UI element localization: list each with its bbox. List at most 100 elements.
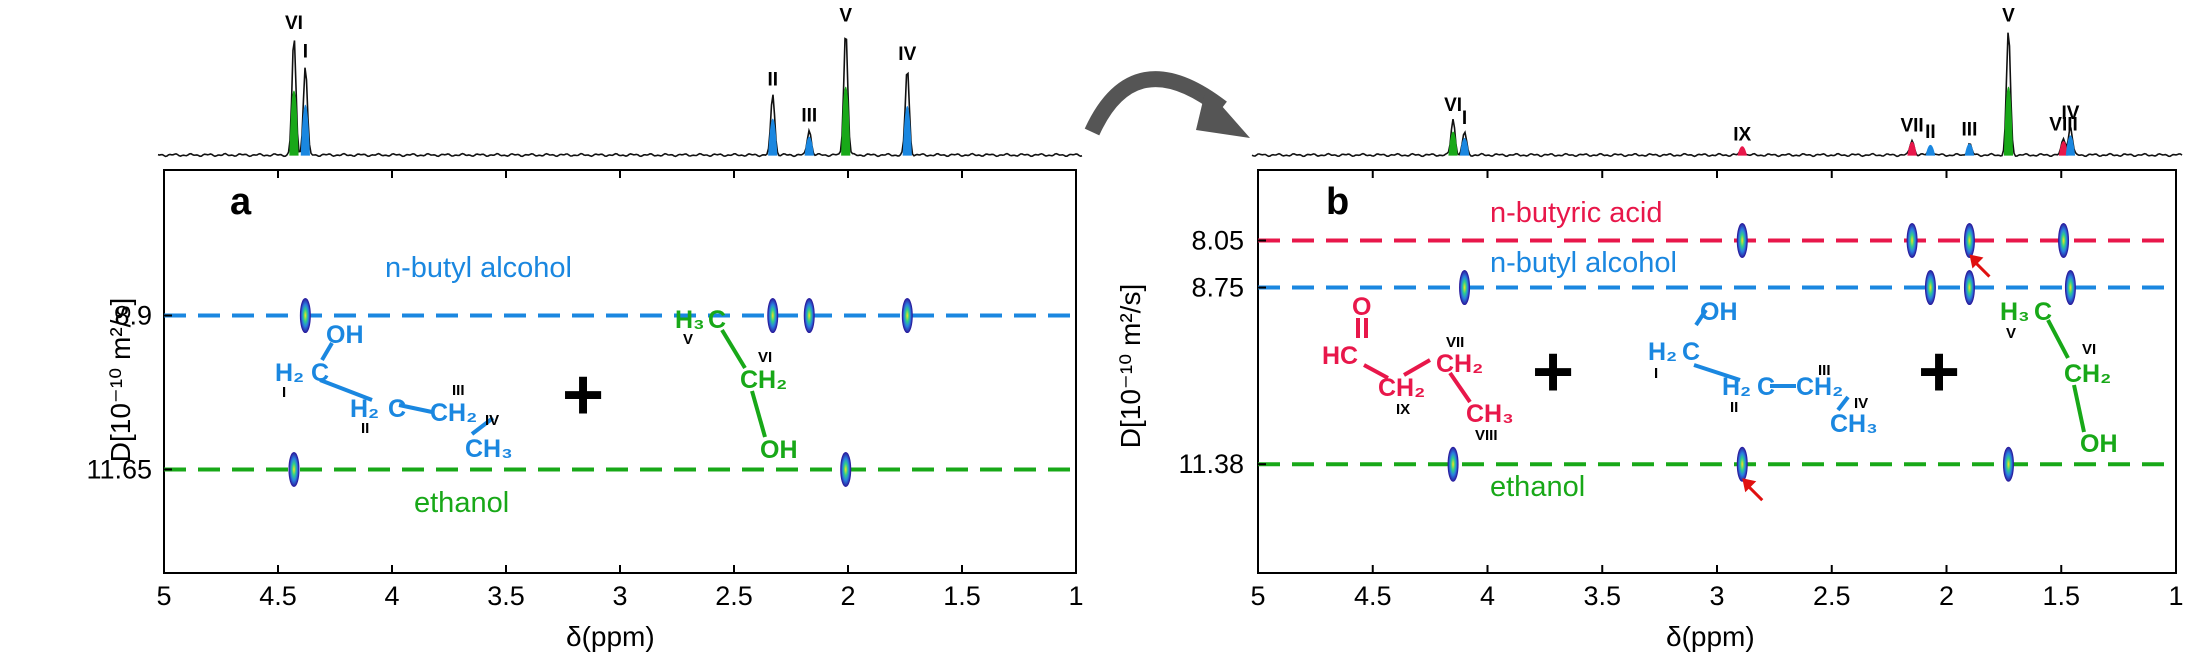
peak-label-vi: VI [285,13,303,34]
dosy-spot-9 [1736,446,1748,482]
y-axis-label-b: D[10⁻¹⁰ m²/s] [1115,284,1146,448]
panel-letter-b: b [1326,181,1349,223]
plus-sign-b2: + [1918,332,1960,412]
spectrum-peak-i [300,104,310,156]
x-tick-label: 1 [2168,581,2183,611]
dosy-spot-4 [1459,270,1471,306]
dosy-spot-3 [901,298,913,334]
spectrum-peak-ii [1925,144,1936,156]
peak-label-iii: III [801,105,817,126]
x-tick-label: 5 [1250,581,1265,611]
y-tick-label: 8.9 [114,301,152,331]
roman-vi-b: VI [2082,341,2096,358]
chem-c-b: C [1682,338,1700,366]
peak-label-vii: VII [1900,116,1923,137]
chem-c2-a: C [388,395,406,423]
chem-ch2-eth-a: CH₂ [740,366,787,394]
series-label-butanol-a: n-butyl alcohol [385,252,572,284]
spectrum-peak-iii [1964,143,1975,156]
chem-ch2a-b: CH₂ [1378,374,1425,402]
roman-iii-a: III [452,382,465,399]
chem-ch2-b: CH₂ [1796,373,1843,401]
chem-oh-a: OH [326,321,364,349]
spectrum-peak-vi [1448,131,1458,156]
series-label-butanol-b: n-butyl alcohol [1490,247,1677,279]
chem-ch3-a: CH₃ [465,435,513,463]
x-tick-label: 4.5 [259,581,297,611]
chem-h2c-b: H₂ [1722,373,1751,401]
y-tick-label: 8.05 [1191,226,1244,256]
chem-ch3-b: CH₃ [1830,410,1878,438]
spectrum-peak-ix [1737,146,1748,156]
highlight-arrow-head-1 [1742,478,1757,493]
y-ticks-b: 8.05 8.75 11.38 [1178,226,1266,479]
x-axis-label-a: δ(ppm) [566,621,655,652]
spectrum-peak-iii [804,136,814,156]
dosy-spot-1 [1906,223,1918,259]
plus-sign-b1: + [1532,332,1574,412]
chem-c-a: C [311,359,329,387]
roman-viii-b: VIII [1475,427,1498,444]
dosy-spot-0 [299,298,311,334]
series-label-ethanol-b: ethanol [1490,471,1585,503]
spectrum-trace-a [157,37,1083,158]
series-label-butyric-b: n-butyric acid [1490,197,1662,229]
y-axis-label-a: D[10⁻¹⁰ m²/s] [105,298,136,462]
chem-oh-b: OH [1700,298,1738,326]
peak-label-iv: IV [2061,103,2079,124]
chem-h3-a: H₃ [675,306,705,334]
x-tick-label: 3.5 [487,581,525,611]
dosy-spot-7 [2064,270,2076,306]
spectrum-peak-iv [902,105,912,156]
spectrum-peaks-b [1448,86,2076,156]
chem-o-b: O [1352,293,1371,321]
roman-ix-b: IX [1396,401,1410,418]
molecule-butanol-a [319,341,495,436]
y-ticks-a: 8.9 11.65 [86,301,172,484]
plus-sign-a: + [562,355,604,435]
spectrum-peak-ii [768,118,778,156]
peak-label-v: V [839,6,852,27]
x-tick-label: 3.5 [1583,581,1621,611]
chem-ch3-b: CH₃ [1466,400,1514,428]
y-tick-label: 11.65 [86,454,152,484]
peak-label-vi: VI [1444,95,1462,116]
chem-h2-a: H₂ [275,359,304,387]
x-tick-label: 5 [156,581,171,611]
x-tick-label: 2 [840,581,855,611]
chem-c2-b: C [1757,373,1775,401]
dosy-spot-6 [1963,270,1975,306]
roman-v-a: V [683,331,693,348]
molecule-butanol-b [1693,308,1850,412]
spectrum-peak-iv [2065,135,2076,156]
dosy-spot-0 [1736,223,1748,259]
x-tick-label: 1.5 [2042,581,2080,611]
spectrum-trace-b [1251,32,2183,158]
chem-oh-eth-b: OH [2080,430,2118,458]
peak-label-iii: III [1962,119,1978,140]
peak-label-v: V [2002,6,2015,27]
roman-i-b: I [1654,365,1658,382]
chem-h2-b: H₂ [1648,338,1677,366]
chem-hc-b: HC [1322,342,1358,370]
panel-letter-a: a [230,181,252,223]
diffusion-lines-a [164,313,1076,472]
peak-label-ix: IX [1733,125,1751,146]
dosy-spot-1 [767,298,779,334]
highlight-arrows-b [1742,254,1991,502]
spectrum-peak-vi [289,90,299,156]
peak-label-ii: II [1925,122,1936,143]
chem-h3-b: H₃ [2000,298,2030,326]
spectrum-peak-v [2003,86,2014,156]
diffusion-lines-b [1258,238,2176,467]
dosy-spots-b [1447,223,2076,482]
dosy-spot-3 [2058,223,2070,259]
roman-iv-b: IV [1854,395,1868,412]
peak-label-viii: VIII [2049,114,2078,135]
highlight-arrow-head-0 [1969,254,1984,269]
roman-iv-a: IV [485,412,499,429]
chem-ch2b-b: CH₂ [1436,350,1483,378]
